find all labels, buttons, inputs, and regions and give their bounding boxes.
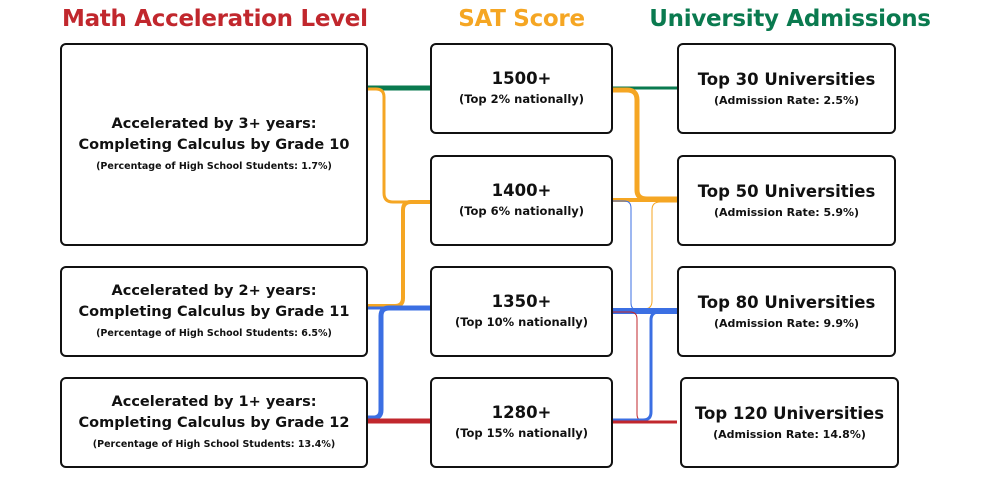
sat-score: 1400+ <box>491 181 552 200</box>
sat-score: 1350+ <box>491 292 552 311</box>
university-box-top30: Top 30 Universities (Admission Rate: 2.5… <box>677 43 896 134</box>
university-box-top80: Top 80 Universities (Admission Rate: 9.9… <box>677 266 896 357</box>
acceleration-box-2yr: Accelerated by 2+ years: Completing Calc… <box>60 266 368 357</box>
admission-rate: (Admission Rate: 14.8%) <box>713 427 866 441</box>
sat-score-heading: SAT Score <box>458 6 585 32</box>
acceleration-title: Accelerated by 1+ years: <box>111 394 317 410</box>
acceleration-subtitle: Completing Calculus by Grade 12 <box>78 415 350 431</box>
acceleration-note: (Percentage of High School Students: 6.5… <box>96 328 332 339</box>
flow-red-1350-to-top120 <box>613 311 677 422</box>
sat-score: 1500+ <box>491 69 552 88</box>
acceleration-subtitle: Completing Calculus by Grade 10 <box>78 137 350 153</box>
acceleration-box-1yr: Accelerated by 1+ years: Completing Calc… <box>60 377 368 468</box>
university-name: Top 120 Universities <box>694 403 885 423</box>
acceleration-title: Accelerated by 2+ years: <box>111 283 317 299</box>
flow-blue-1280-to-top80 <box>613 310 677 422</box>
university-name: Top 80 Universities <box>697 292 876 312</box>
university-box-top120: Top 120 Universities (Admission Rate: 14… <box>680 377 899 468</box>
sat-box-1280: 1280+ (Top 15% nationally) <box>430 377 613 468</box>
university-name: Top 50 Universities <box>697 181 876 201</box>
sat-box-1350: 1350+ (Top 10% nationally) <box>430 266 613 357</box>
acceleration-subtitle: Completing Calculus by Grade 11 <box>78 304 350 320</box>
flow-orange-2yr-to-1400 <box>368 200 430 308</box>
university-name: Top 30 Universities <box>697 69 876 89</box>
admission-rate: (Admission Rate: 9.9%) <box>713 316 860 330</box>
sat-rank: (Top 2% nationally) <box>458 92 585 106</box>
acceleration-note: (Percentage of High School Students: 13.… <box>92 439 336 450</box>
flow-orange-3yr-to-1400 <box>368 87 430 204</box>
sat-box-1500: 1500+ (Top 2% nationally) <box>430 43 613 134</box>
sat-rank: (Top 10% nationally) <box>454 315 589 329</box>
sat-rank: (Top 15% nationally) <box>454 426 589 440</box>
acceleration-note: (Percentage of High School Students: 1.7… <box>96 161 332 172</box>
acceleration-title: Accelerated by 3+ years: <box>111 116 317 132</box>
math-acceleration-heading: Math Acceleration Level <box>62 6 368 32</box>
flow-blue-1400-to-top80 <box>613 200 677 311</box>
university-admissions-heading: University Admissions <box>649 6 931 32</box>
acceleration-box-3yr: Accelerated by 3+ years: Completing Calc… <box>60 43 368 246</box>
admission-rate: (Admission Rate: 5.9%) <box>713 205 860 219</box>
flow-orange-1500-to-top50 <box>613 87 677 202</box>
sat-rank: (Top 6% nationally) <box>458 204 585 218</box>
admission-rate: (Admission Rate: 2.5%) <box>713 93 860 107</box>
sat-box-1400: 1400+ (Top 6% nationally) <box>430 155 613 246</box>
flow-orange-1350-to-top50 <box>613 201 677 310</box>
university-box-top50: Top 50 Universities (Admission Rate: 5.9… <box>677 155 896 246</box>
flow-blue-1yr-to-1350 <box>368 305 430 421</box>
sat-score: 1280+ <box>491 403 552 422</box>
